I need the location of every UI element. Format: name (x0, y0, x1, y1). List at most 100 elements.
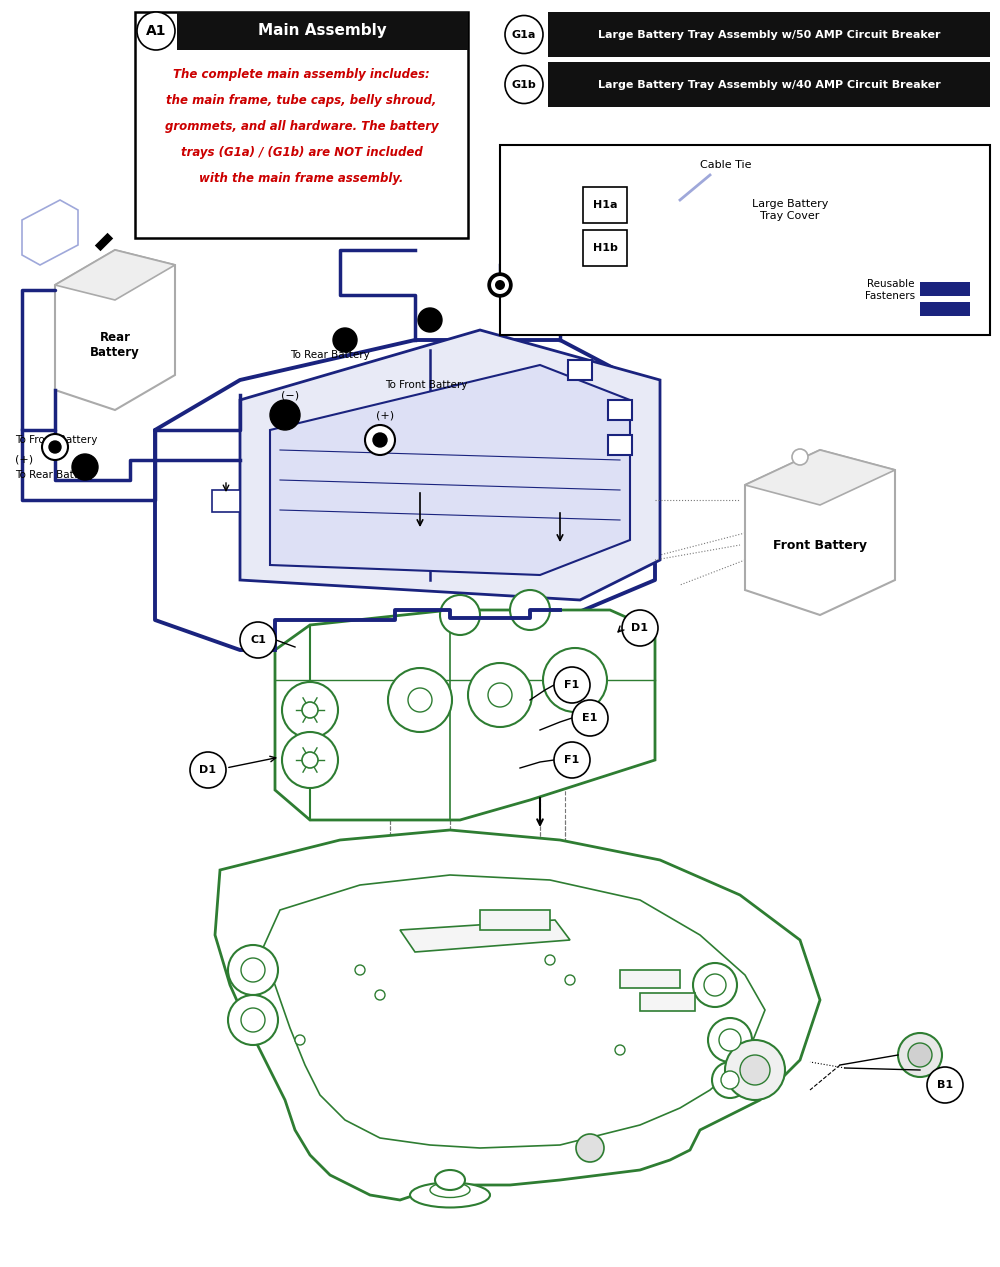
Circle shape (137, 11, 175, 49)
Polygon shape (270, 365, 630, 575)
Text: To Rear Battery: To Rear Battery (15, 470, 95, 480)
Circle shape (42, 435, 68, 460)
Circle shape (510, 590, 550, 630)
Text: trays (G1a) / (G1b) are NOT included: trays (G1a) / (G1b) are NOT included (181, 146, 422, 158)
Text: Rear
Battery: Rear Battery (90, 331, 140, 359)
Polygon shape (22, 200, 78, 265)
Circle shape (373, 433, 387, 447)
Text: (+): (+) (376, 411, 394, 419)
Bar (568, 360, 592, 380)
Circle shape (408, 688, 432, 712)
Circle shape (388, 668, 452, 732)
Bar (620, 971, 680, 988)
Circle shape (302, 702, 318, 718)
Circle shape (295, 1035, 305, 1045)
Text: E1: E1 (582, 713, 598, 723)
Bar (177, 11, 468, 49)
Circle shape (240, 622, 276, 658)
Circle shape (333, 328, 357, 352)
Text: The complete main assembly includes:: The complete main assembly includes: (173, 68, 430, 81)
Circle shape (908, 1043, 932, 1067)
Circle shape (565, 976, 575, 984)
Bar (480, 910, 550, 930)
Text: the main frame, tube caps, belly shroud,: the main frame, tube caps, belly shroud, (166, 94, 437, 106)
Circle shape (792, 449, 808, 465)
Circle shape (72, 454, 98, 480)
Circle shape (543, 647, 607, 712)
Circle shape (241, 958, 265, 982)
Text: H1a: H1a (593, 200, 617, 210)
Circle shape (615, 1045, 625, 1055)
Polygon shape (240, 329, 660, 601)
Ellipse shape (410, 1182, 490, 1207)
Circle shape (927, 1067, 963, 1104)
Circle shape (241, 1009, 265, 1033)
Bar (608, 400, 632, 419)
Circle shape (725, 1040, 785, 1100)
Text: (+): (+) (15, 455, 33, 465)
Bar (212, 490, 240, 512)
Text: F1: F1 (564, 755, 580, 765)
Text: To Rear Battery: To Rear Battery (290, 350, 370, 360)
Circle shape (563, 668, 587, 692)
Circle shape (572, 699, 608, 736)
Circle shape (355, 965, 365, 976)
Polygon shape (215, 830, 820, 1200)
Circle shape (545, 955, 555, 965)
Circle shape (505, 15, 543, 53)
Bar (135, 11, 468, 238)
Polygon shape (745, 450, 895, 614)
Circle shape (712, 1062, 748, 1098)
Polygon shape (55, 250, 175, 411)
Text: Front Battery: Front Battery (773, 538, 867, 551)
Bar (640, 993, 695, 1011)
Circle shape (228, 945, 278, 995)
Text: Large Battery Tray Assembly w/40 AMP Circuit Breaker: Large Battery Tray Assembly w/40 AMP Cir… (598, 80, 940, 90)
Text: Cable Tie: Cable Tie (700, 160, 752, 170)
Text: G1b: G1b (512, 80, 536, 90)
Text: G1a: G1a (512, 29, 536, 39)
Text: B1: B1 (937, 1079, 953, 1090)
Text: F1: F1 (564, 680, 580, 691)
Text: (−): (−) (281, 390, 299, 400)
Ellipse shape (435, 1169, 465, 1190)
Polygon shape (275, 609, 655, 820)
Circle shape (282, 682, 338, 737)
Bar (920, 302, 970, 315)
Circle shape (622, 609, 658, 646)
Circle shape (488, 272, 512, 296)
Circle shape (190, 753, 226, 788)
Circle shape (693, 963, 737, 1007)
Circle shape (495, 280, 505, 290)
Circle shape (554, 666, 590, 703)
Circle shape (704, 974, 726, 996)
Text: H1b: H1b (593, 243, 617, 253)
Text: Large Battery
Tray Cover: Large Battery Tray Cover (752, 199, 828, 220)
Text: A1: A1 (146, 24, 166, 38)
Polygon shape (745, 450, 895, 506)
Circle shape (302, 753, 318, 768)
Text: D1: D1 (632, 623, 648, 634)
Bar (548, 62, 990, 106)
Bar (583, 231, 627, 266)
Text: To Front Battery: To Front Battery (385, 380, 467, 390)
Circle shape (719, 1029, 741, 1052)
Text: Reusable
Fasteners: Reusable Fasteners (865, 279, 915, 300)
Circle shape (468, 663, 532, 727)
Text: D1: D1 (200, 765, 216, 775)
Circle shape (228, 995, 278, 1045)
Circle shape (721, 1071, 739, 1090)
Bar (608, 435, 632, 455)
Circle shape (740, 1055, 770, 1085)
Circle shape (554, 742, 590, 778)
Polygon shape (55, 250, 175, 300)
Ellipse shape (430, 1182, 470, 1197)
Text: grommets, and all hardware. The battery: grommets, and all hardware. The battery (165, 120, 438, 133)
Polygon shape (400, 920, 570, 952)
Bar (500, 144, 990, 334)
Circle shape (898, 1033, 942, 1077)
Text: Main Assembly: Main Assembly (258, 24, 387, 38)
Circle shape (505, 66, 543, 104)
Circle shape (270, 400, 300, 430)
Bar (548, 11, 990, 57)
